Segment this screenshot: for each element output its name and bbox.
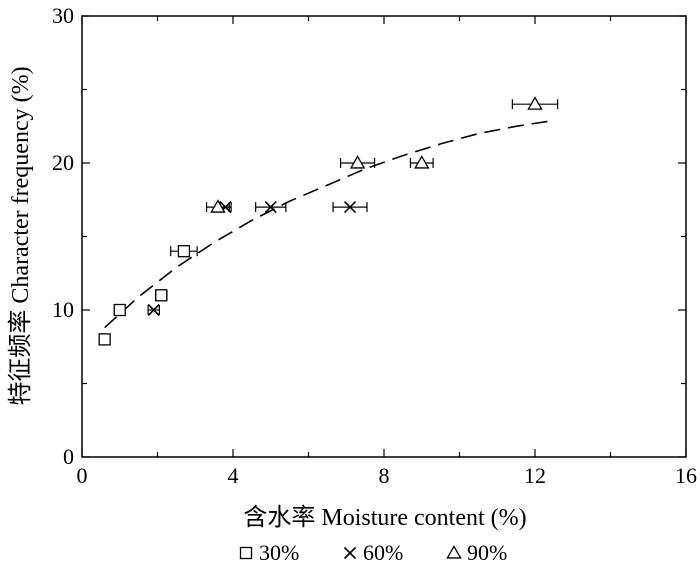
x-tick-label: 4 xyxy=(228,463,239,488)
data-point-cross xyxy=(343,201,357,214)
legend-marker-square xyxy=(239,546,253,560)
data-point-square xyxy=(98,333,111,346)
y-tick-label: 30 xyxy=(52,3,74,28)
plot-frame xyxy=(81,15,687,458)
x-tick-label: 12 xyxy=(524,463,546,488)
trend-line xyxy=(104,119,555,329)
series-square xyxy=(98,245,198,346)
legend-label: 60% xyxy=(363,540,403,565)
legend: 30% 60% 90% xyxy=(239,540,507,565)
legend-marker-triangle xyxy=(446,545,462,559)
data-point-square xyxy=(177,245,191,258)
x-tick-label: 0 xyxy=(77,463,88,488)
legend-item: 30% xyxy=(239,540,299,565)
x-tick-label: 8 xyxy=(379,463,390,488)
data-point-triangle xyxy=(349,155,366,169)
legend-label: 30% xyxy=(259,540,299,565)
data-point-square xyxy=(113,303,126,317)
x-tick-label: 16 xyxy=(675,463,697,488)
legend-item: 90% xyxy=(446,540,507,565)
data-point-cross xyxy=(264,201,277,214)
data-point-square xyxy=(155,289,168,302)
y-tick-label: 20 xyxy=(52,150,74,175)
legend-item: 60% xyxy=(343,540,403,565)
series-cross xyxy=(147,201,368,317)
data-point-triangle xyxy=(414,155,430,169)
y-tick-label: 0 xyxy=(63,444,74,469)
legend-label: 90% xyxy=(467,540,507,565)
y-axis-title: 特征频率 Character frequency (%) xyxy=(7,66,34,405)
series-triangle xyxy=(205,96,559,213)
x-axis-title: 含水率 Moisture content (%) xyxy=(243,504,526,531)
axes: 0 4 8 12 16 0 10 20 30 xyxy=(52,3,697,488)
data-point-cross xyxy=(147,303,160,317)
plot-area xyxy=(104,119,555,329)
y-tick-label: 10 xyxy=(52,297,74,322)
data-point-triangle xyxy=(527,96,543,110)
data-marks xyxy=(98,96,559,346)
legend-marker-cross xyxy=(343,546,357,560)
data-point-triangle xyxy=(210,199,226,213)
